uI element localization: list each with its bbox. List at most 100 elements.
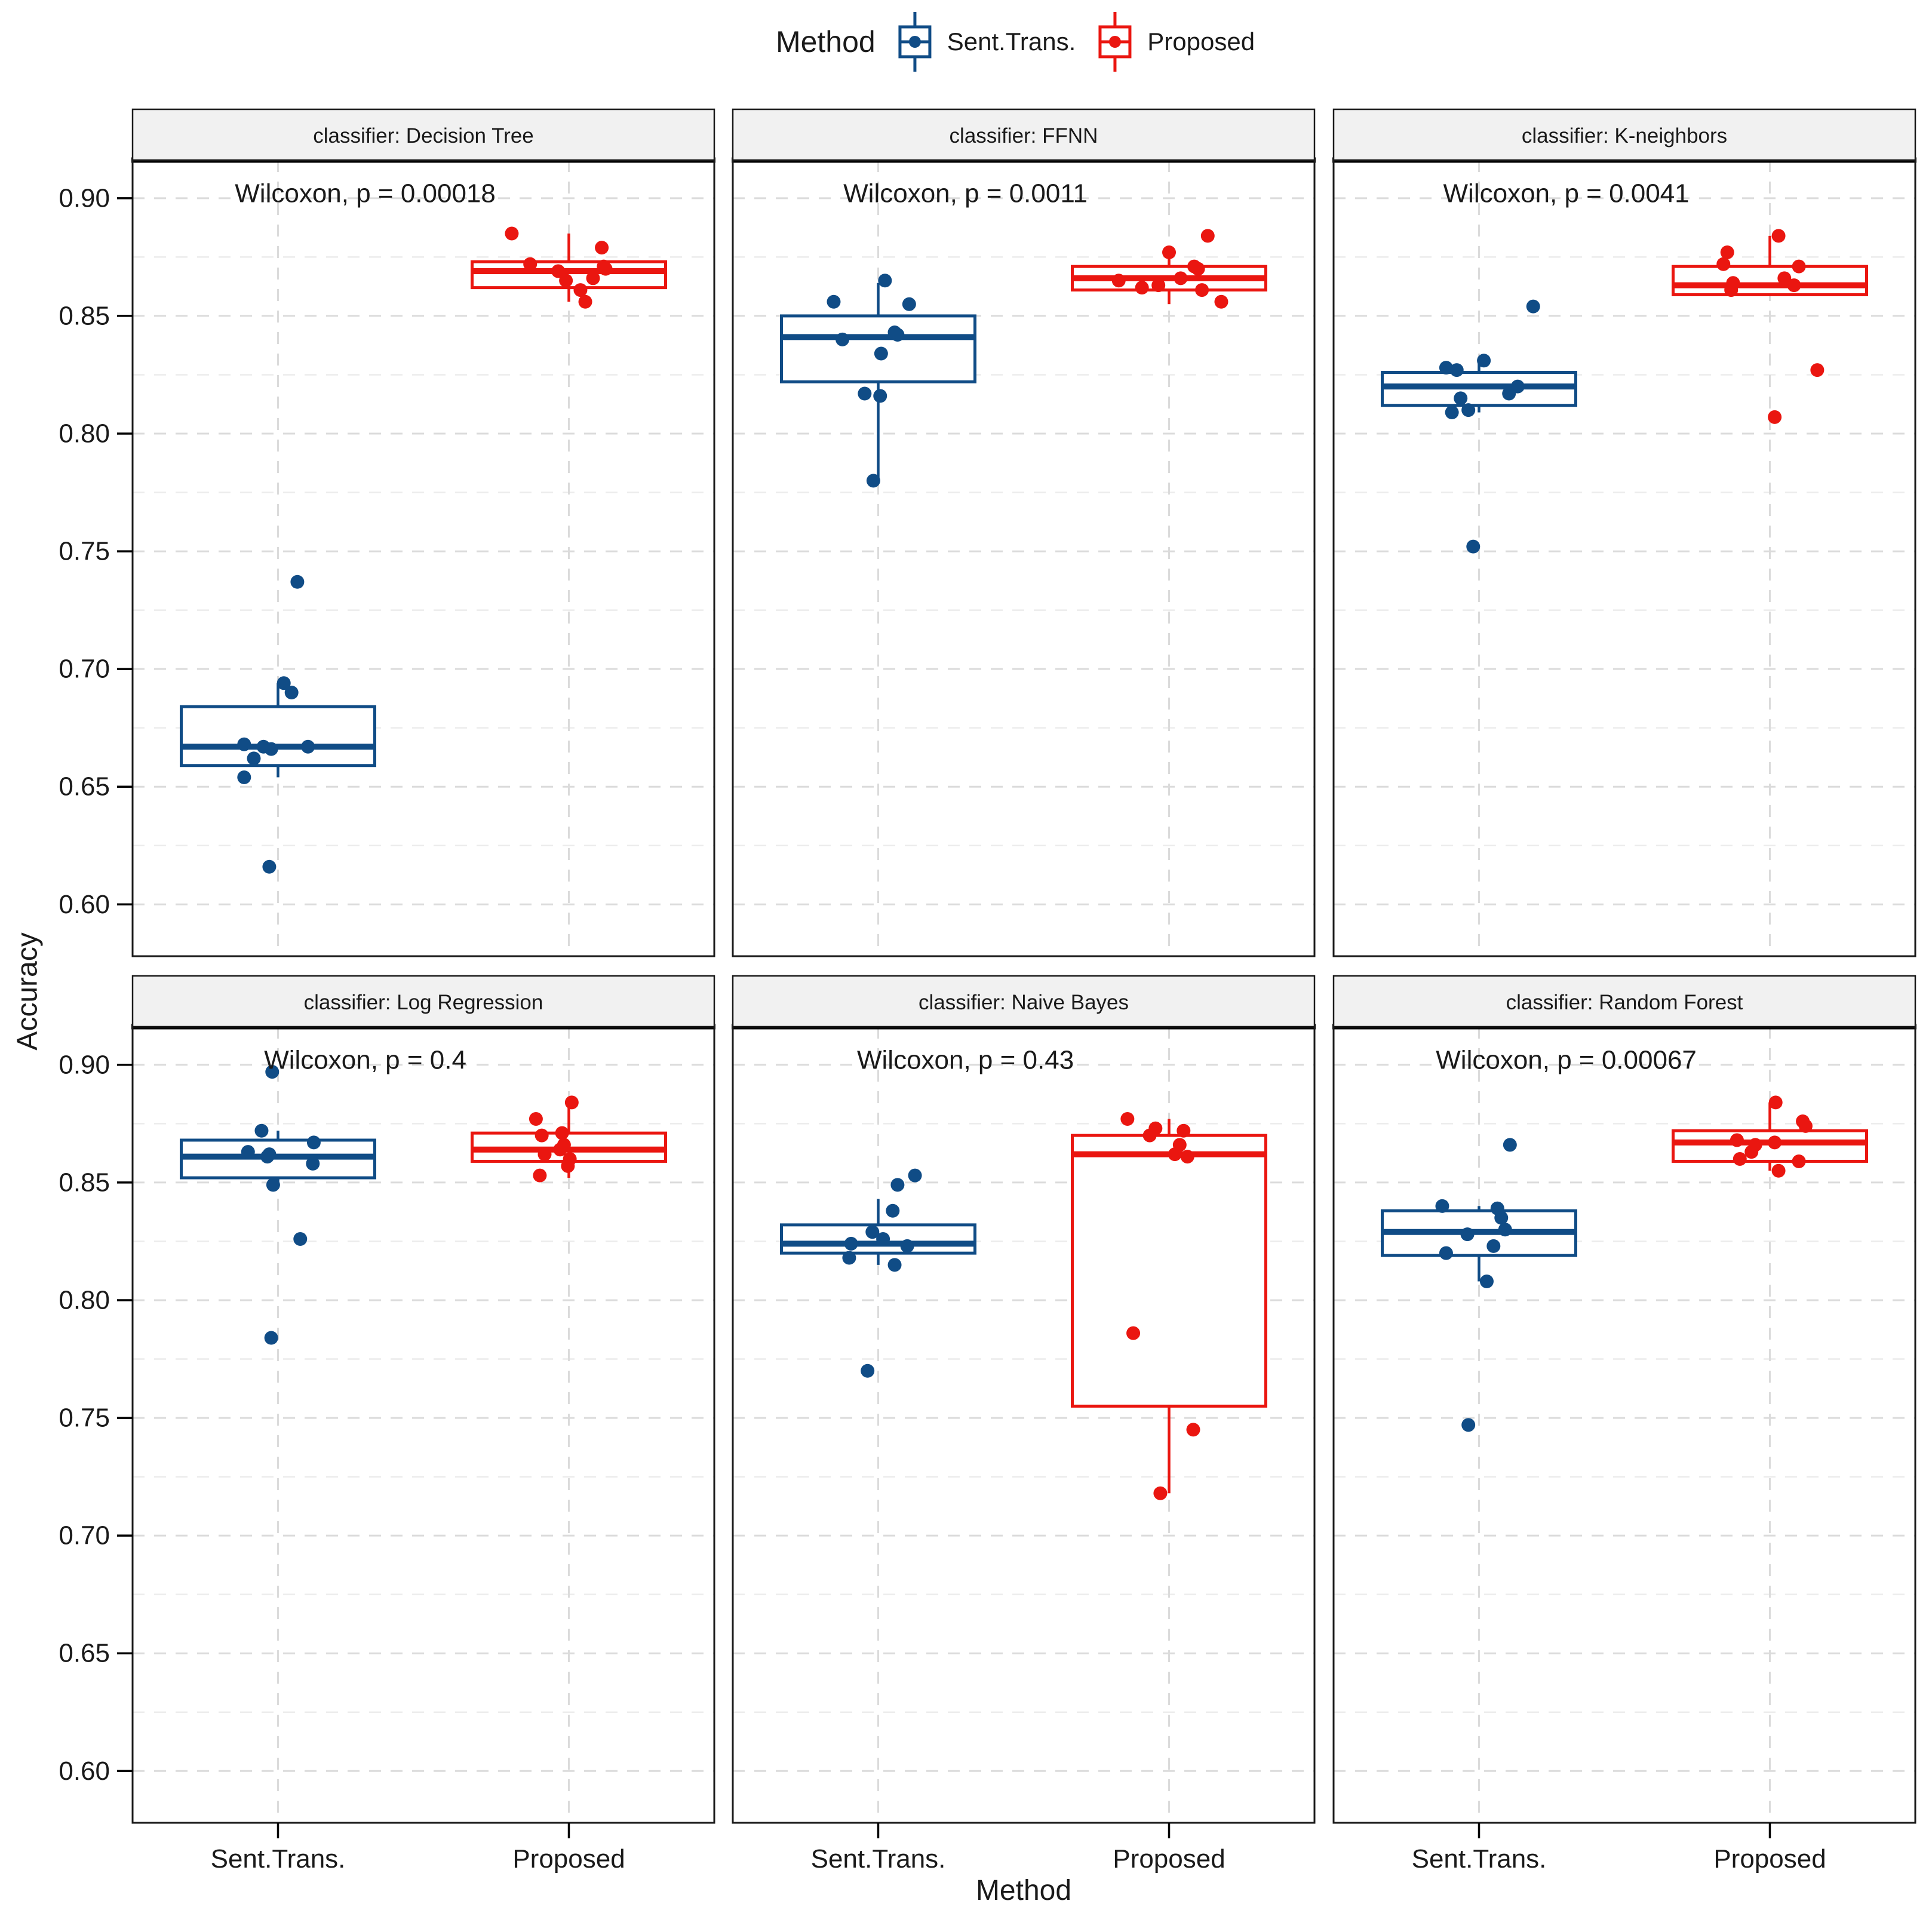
y-tick-label: 0.65 (59, 1639, 110, 1668)
data-point-sent-trans (887, 1258, 902, 1272)
data-point-proposed (586, 271, 600, 285)
data-point-sent-trans (878, 274, 892, 288)
y-tick-label: 0.65 (59, 772, 110, 802)
box-proposed (1672, 265, 1868, 296)
data-point-sent-trans (861, 1364, 875, 1378)
data-point-proposed (1162, 245, 1176, 260)
data-point-sent-trans (1498, 1223, 1512, 1237)
y-tick-label: 0.85 (59, 301, 110, 330)
data-point-proposed (1200, 229, 1215, 243)
x-tick-label: Proposed (1113, 1844, 1225, 1874)
data-point-proposed (1195, 283, 1209, 297)
facet-title: classifier: K-neighbors (1522, 124, 1727, 148)
y-tick-label: 0.90 (59, 1050, 110, 1079)
data-point-sent-trans (1502, 386, 1516, 401)
data-point-sent-trans (902, 297, 916, 311)
facet-strip (1332, 108, 1916, 161)
data-point-sent-trans (836, 332, 850, 346)
facet-title: classifier: Decision Tree (313, 124, 534, 148)
legend-item-proposed: Proposed (1096, 11, 1255, 73)
data-point-sent-trans (1526, 299, 1540, 314)
data-point-proposed (1733, 1152, 1747, 1166)
box-proposed (1071, 1134, 1267, 1408)
data-point-sent-trans (1439, 1246, 1453, 1260)
data-point-proposed (1771, 1163, 1786, 1178)
data-point-proposed (1151, 278, 1166, 293)
data-point-sent-trans (237, 737, 251, 751)
data-point-proposed (1810, 363, 1825, 377)
data-point-proposed (573, 283, 588, 297)
data-point-sent-trans (265, 1065, 279, 1079)
panel-background (133, 160, 714, 956)
data-point-sent-trans (264, 742, 278, 756)
data-point-sent-trans (842, 1251, 856, 1265)
boxplot-key-icon (898, 12, 932, 72)
data-point-sent-trans (284, 686, 299, 700)
data-point-sent-trans (886, 1203, 900, 1218)
x-tick-label: Sent.Trans. (1412, 1844, 1547, 1874)
data-point-proposed (555, 1126, 569, 1140)
y-tick-label: 0.85 (59, 1168, 110, 1197)
data-point-proposed (561, 1159, 575, 1173)
x-tick-label: Proposed (1713, 1844, 1826, 1874)
y-tick-label: 0.80 (59, 1285, 110, 1315)
data-point-proposed (553, 1143, 567, 1157)
data-point-sent-trans (247, 751, 261, 766)
data-point-proposed (1724, 283, 1739, 297)
data-point-sent-trans (306, 1156, 320, 1171)
data-point-proposed (1142, 1128, 1157, 1143)
data-point-sent-trans (264, 1331, 278, 1345)
data-point-sent-trans (1461, 403, 1476, 417)
data-point-proposed (1768, 1095, 1783, 1110)
data-point-sent-trans (1460, 1227, 1475, 1242)
data-point-sent-trans (865, 1225, 880, 1239)
legend-item-sent-trans: Sent.Trans. (896, 11, 1076, 73)
data-point-sent-trans (1479, 1274, 1494, 1288)
legend-title: Method (775, 25, 876, 59)
data-point-proposed (1716, 257, 1731, 271)
data-point-proposed (1792, 259, 1806, 274)
facet-strip (131, 975, 715, 1028)
data-point-proposed (564, 1095, 579, 1110)
data-point-proposed (595, 241, 609, 255)
data-point-sent-trans (1486, 1239, 1501, 1253)
data-point-sent-trans (1466, 539, 1481, 554)
data-point-sent-trans (1503, 1138, 1517, 1152)
data-point-sent-trans (844, 1236, 858, 1251)
x-tick-label: Sent.Trans. (811, 1844, 946, 1874)
data-point-sent-trans (1454, 391, 1468, 406)
data-point-proposed (1174, 271, 1188, 285)
y-tick-label: 0.60 (59, 890, 110, 919)
data-point-sent-trans (876, 1232, 890, 1246)
data-point-sent-trans (890, 1178, 905, 1192)
y-tick-label: 0.75 (59, 537, 110, 566)
data-point-proposed (1153, 1486, 1168, 1500)
data-point-sent-trans (900, 1239, 914, 1253)
facet-title: classifier: Naive Bayes (919, 991, 1129, 1014)
data-point-proposed (598, 262, 613, 276)
x-tick-label: Proposed (512, 1844, 625, 1874)
data-point-proposed (578, 294, 592, 309)
p-value-annotation: Wilcoxon, p = 0.0041 (1443, 179, 1690, 208)
legend: Method Sent.Trans. Proposed (776, 11, 1255, 73)
data-point-sent-trans (1461, 1418, 1476, 1432)
data-point-sent-trans (866, 474, 880, 488)
data-point-proposed (559, 274, 573, 288)
data-point-proposed (1111, 274, 1126, 288)
data-point-proposed (505, 226, 519, 241)
data-point-sent-trans (306, 1135, 321, 1150)
data-point-sent-trans (890, 327, 905, 342)
data-point-sent-trans (260, 1150, 275, 1164)
data-point-sent-trans (1439, 361, 1453, 375)
y-tick-label: 0.60 (59, 1757, 110, 1786)
data-point-proposed (1126, 1326, 1141, 1340)
data-point-sent-trans (266, 1178, 280, 1192)
data-point-proposed (1214, 294, 1228, 309)
data-point-sent-trans (301, 739, 315, 754)
y-tick-label: 0.90 (59, 183, 110, 213)
facet-strip (131, 108, 715, 161)
data-point-sent-trans (1445, 406, 1459, 420)
facet-title: classifier: FFNN (950, 124, 1098, 148)
data-point-sent-trans (874, 346, 888, 361)
